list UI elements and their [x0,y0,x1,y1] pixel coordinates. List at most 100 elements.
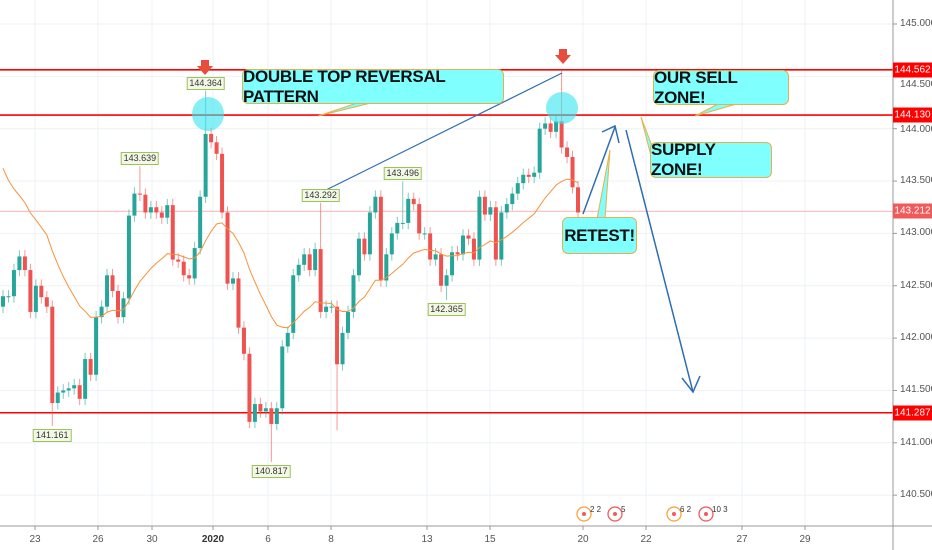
candle [280,340,285,415]
candle [307,248,312,277]
candle-body [400,222,405,224]
candle [105,268,110,313]
candle-body [406,198,411,223]
candle [6,289,11,303]
candle [99,300,104,324]
candle-body [77,385,82,399]
candle [504,197,509,219]
candle-body [444,275,449,286]
candle [55,386,60,410]
candle-body [28,270,33,312]
candle [526,168,531,184]
candle [329,300,334,313]
candle [406,192,411,230]
candle-body [50,306,55,404]
top-highlight-circle [192,97,224,131]
candle-body [515,183,520,194]
candle-body [192,248,197,279]
event-count: 5 [621,505,626,514]
candle-body [55,392,60,404]
candle-body [537,128,542,173]
candle-body [559,121,564,148]
candle-body [6,296,11,298]
candle-body [373,196,378,213]
candle-body [510,193,515,205]
candle-body [263,408,268,412]
candle-body [455,252,460,255]
candle-body [209,133,214,143]
candle-body [22,256,27,271]
event-count: 6 2 [680,505,692,514]
down-arrow-marker [197,60,213,75]
price-tick-label: 141.000 [900,436,932,448]
candle-body [450,252,455,276]
economic-event-icon [607,506,623,522]
candle [340,326,345,371]
candle [499,206,504,266]
candle-body [159,212,164,218]
candle-body [198,196,203,249]
candle [428,227,433,266]
candle [565,141,570,164]
candle-body [389,233,394,255]
candle [154,200,159,219]
extreme-price-label: 143.496 [383,167,423,181]
candle-body [252,404,257,422]
candle-body [335,306,340,365]
double-top-annotation[interactable]: DOUBLE TOP REVERSAL PATTERN [242,67,504,106]
candle [570,150,575,194]
candle [477,190,482,266]
candle-body [39,285,44,298]
candle [231,272,235,290]
price-tick-label: 143.000 [900,227,932,239]
candle-body [236,278,241,328]
candle [351,268,356,319]
date-tick-label: 6 [265,534,271,545]
economic-event-icon [698,506,714,522]
candle-body [269,408,274,424]
candle-body [422,233,427,235]
candle-body [132,193,137,216]
candle-body [66,388,71,391]
candle-body [428,233,433,260]
price-tick-label: 142.000 [900,332,932,344]
projected-down-arrow [625,129,701,394]
candle-body [526,174,531,177]
candle-body [340,332,345,365]
candle-body [324,306,329,312]
supply-zone-annotation[interactable]: SUPPLY ZONE! [650,140,772,179]
candle-body [258,404,263,412]
price-tick-label: 144.500 [900,78,932,90]
candle [400,181,405,230]
moving-average-line [2,168,579,329]
candle [11,263,16,303]
last-price-badge: 143.212 [893,203,932,219]
candle-body [384,254,389,281]
price-tick-label: 143.500 [900,175,932,187]
candle [198,190,203,255]
candle [417,197,422,240]
date-tick-label: 29 [799,534,811,545]
date-tick-label: 27 [736,534,748,545]
candle-body [220,153,225,213]
candle-body [296,264,301,276]
candle [148,200,153,219]
candle [110,268,115,298]
extreme-price-label: 140.817 [252,464,291,478]
candle-body [554,121,559,132]
candle-body [356,238,361,276]
double-top-trendline [321,72,563,193]
candle [66,382,71,397]
sell-zone-annotation[interactable]: OUR SELL ZONE! [653,68,789,107]
candle [335,300,340,431]
candle [126,209,131,305]
candle-body [165,205,170,218]
date-tick-label: 8 [328,534,334,545]
candle-body [181,261,186,276]
retest-annotation[interactable]: RETEST! [562,217,637,254]
candle-body [329,306,334,308]
candle-body [231,278,235,284]
extreme-price-label: 142.365 [427,302,466,316]
candle [176,253,181,268]
